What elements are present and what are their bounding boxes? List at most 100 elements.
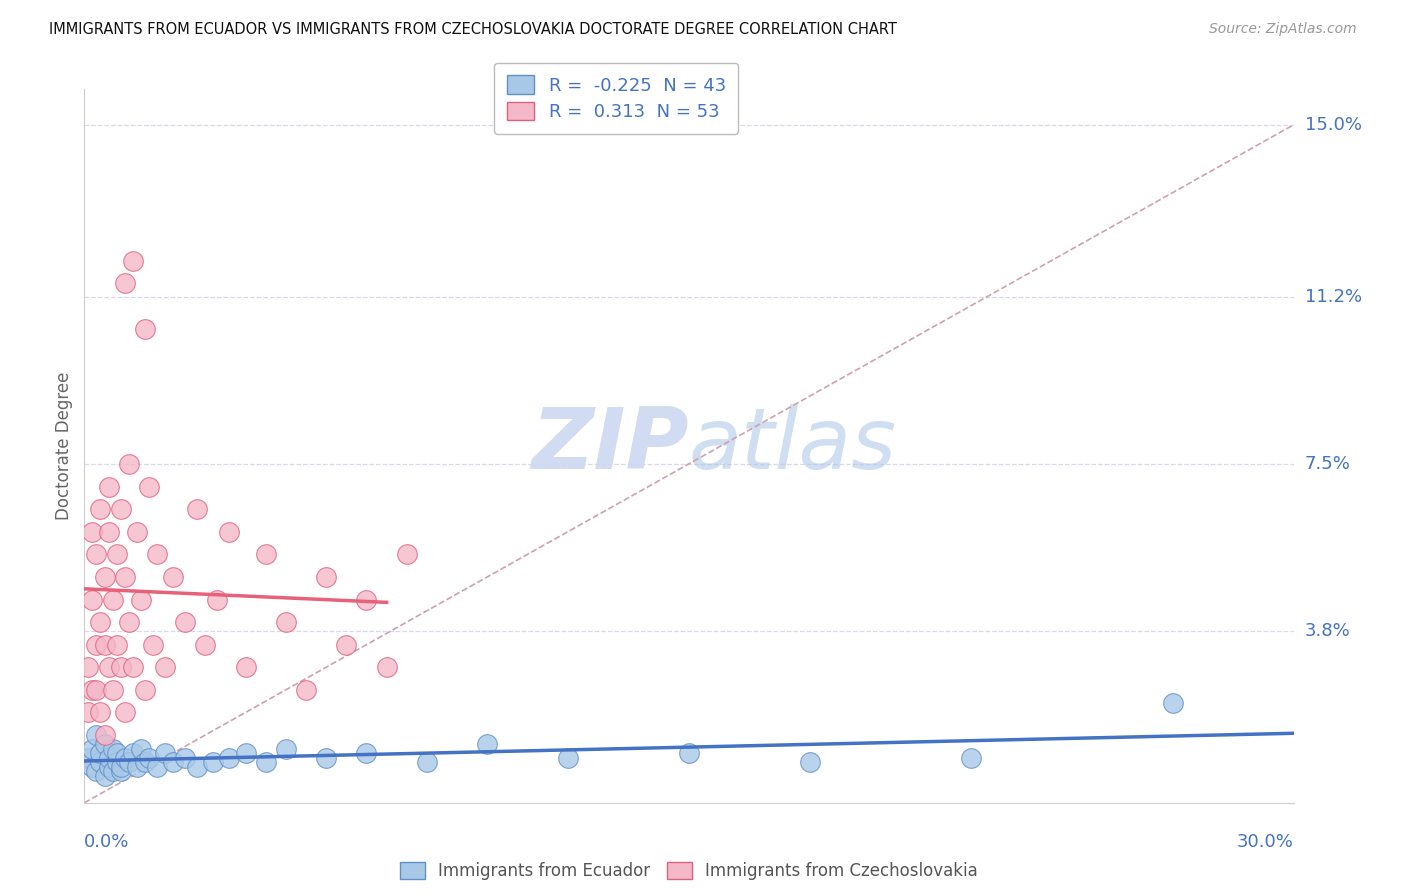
Point <box>93 737 115 751</box>
Point <box>105 746 128 760</box>
Legend: Immigrants from Ecuador, Immigrants from Czechoslovakia: Immigrants from Ecuador, Immigrants from… <box>391 854 987 888</box>
Point <box>153 746 176 760</box>
Point <box>82 759 104 773</box>
Point <box>274 741 297 756</box>
Point <box>105 638 128 652</box>
Point <box>395 548 418 562</box>
Point <box>557 750 579 764</box>
Point <box>254 755 277 769</box>
Text: 30.0%: 30.0% <box>1237 833 1294 851</box>
Point <box>97 750 120 764</box>
Point <box>82 741 104 756</box>
Point <box>162 570 184 584</box>
Point <box>125 759 148 773</box>
Point <box>86 548 108 562</box>
Point <box>153 660 176 674</box>
Point <box>142 638 165 652</box>
Point <box>114 750 136 764</box>
Point <box>121 253 143 268</box>
Point <box>89 502 111 516</box>
Point <box>186 502 208 516</box>
Point <box>315 570 337 584</box>
Y-axis label: Doctorate Degree: Doctorate Degree <box>55 372 73 520</box>
Point <box>274 615 297 629</box>
Point <box>186 759 208 773</box>
Point <box>295 682 318 697</box>
Text: IMMIGRANTS FROM ECUADOR VS IMMIGRANTS FROM CZECHOSLOVAKIA DOCTORATE DEGREE CORRE: IMMIGRANTS FROM ECUADOR VS IMMIGRANTS FR… <box>49 22 897 37</box>
Point <box>134 755 156 769</box>
Point <box>218 750 240 764</box>
Point <box>121 746 143 760</box>
Point <box>114 706 136 720</box>
Text: Source: ZipAtlas.com: Source: ZipAtlas.com <box>1209 22 1357 37</box>
Point <box>118 755 141 769</box>
Point <box>960 750 983 764</box>
Point <box>174 750 197 764</box>
Point <box>118 615 141 629</box>
Point <box>162 755 184 769</box>
Text: 15.0%: 15.0% <box>1305 116 1361 135</box>
Point <box>105 548 128 562</box>
Point <box>82 524 104 539</box>
Text: 7.5%: 7.5% <box>1305 455 1351 473</box>
Point <box>89 706 111 720</box>
Point <box>93 728 115 742</box>
Point <box>146 548 169 562</box>
Point <box>121 660 143 674</box>
Point <box>235 660 257 674</box>
Point <box>101 592 124 607</box>
Point <box>86 728 108 742</box>
Point <box>93 570 115 584</box>
Point <box>114 570 136 584</box>
Text: 0.0%: 0.0% <box>84 833 129 851</box>
Point <box>114 277 136 291</box>
Point <box>118 457 141 471</box>
Point <box>97 759 120 773</box>
Point <box>89 615 111 629</box>
Point <box>77 660 100 674</box>
Point <box>134 682 156 697</box>
Point <box>77 706 100 720</box>
Point <box>194 638 217 652</box>
Point <box>356 746 378 760</box>
Point <box>89 746 111 760</box>
Point <box>799 755 821 769</box>
Text: 11.2%: 11.2% <box>1305 288 1362 306</box>
Point <box>356 592 378 607</box>
Point <box>218 524 240 539</box>
Point <box>101 764 124 779</box>
Point <box>110 660 132 674</box>
Point <box>375 660 398 674</box>
Point <box>146 759 169 773</box>
Point <box>477 737 499 751</box>
Point <box>97 660 120 674</box>
Point <box>125 524 148 539</box>
Point <box>86 682 108 697</box>
Point <box>254 548 277 562</box>
Point <box>138 480 160 494</box>
Point <box>110 764 132 779</box>
Point <box>97 524 120 539</box>
Point <box>93 638 115 652</box>
Point <box>93 769 115 783</box>
Point <box>86 764 108 779</box>
Point <box>101 741 124 756</box>
Point <box>110 502 132 516</box>
Point <box>678 746 700 760</box>
Point <box>129 741 152 756</box>
Point <box>105 755 128 769</box>
Text: 3.8%: 3.8% <box>1305 623 1350 640</box>
Point <box>129 592 152 607</box>
Point <box>207 592 229 607</box>
Point <box>89 755 111 769</box>
Point <box>110 759 132 773</box>
Point <box>97 480 120 494</box>
Point <box>86 638 108 652</box>
Point <box>174 615 197 629</box>
Point <box>82 592 104 607</box>
Point <box>1161 697 1184 711</box>
Point <box>101 682 124 697</box>
Point <box>82 682 104 697</box>
Point <box>235 746 257 760</box>
Point <box>315 750 337 764</box>
